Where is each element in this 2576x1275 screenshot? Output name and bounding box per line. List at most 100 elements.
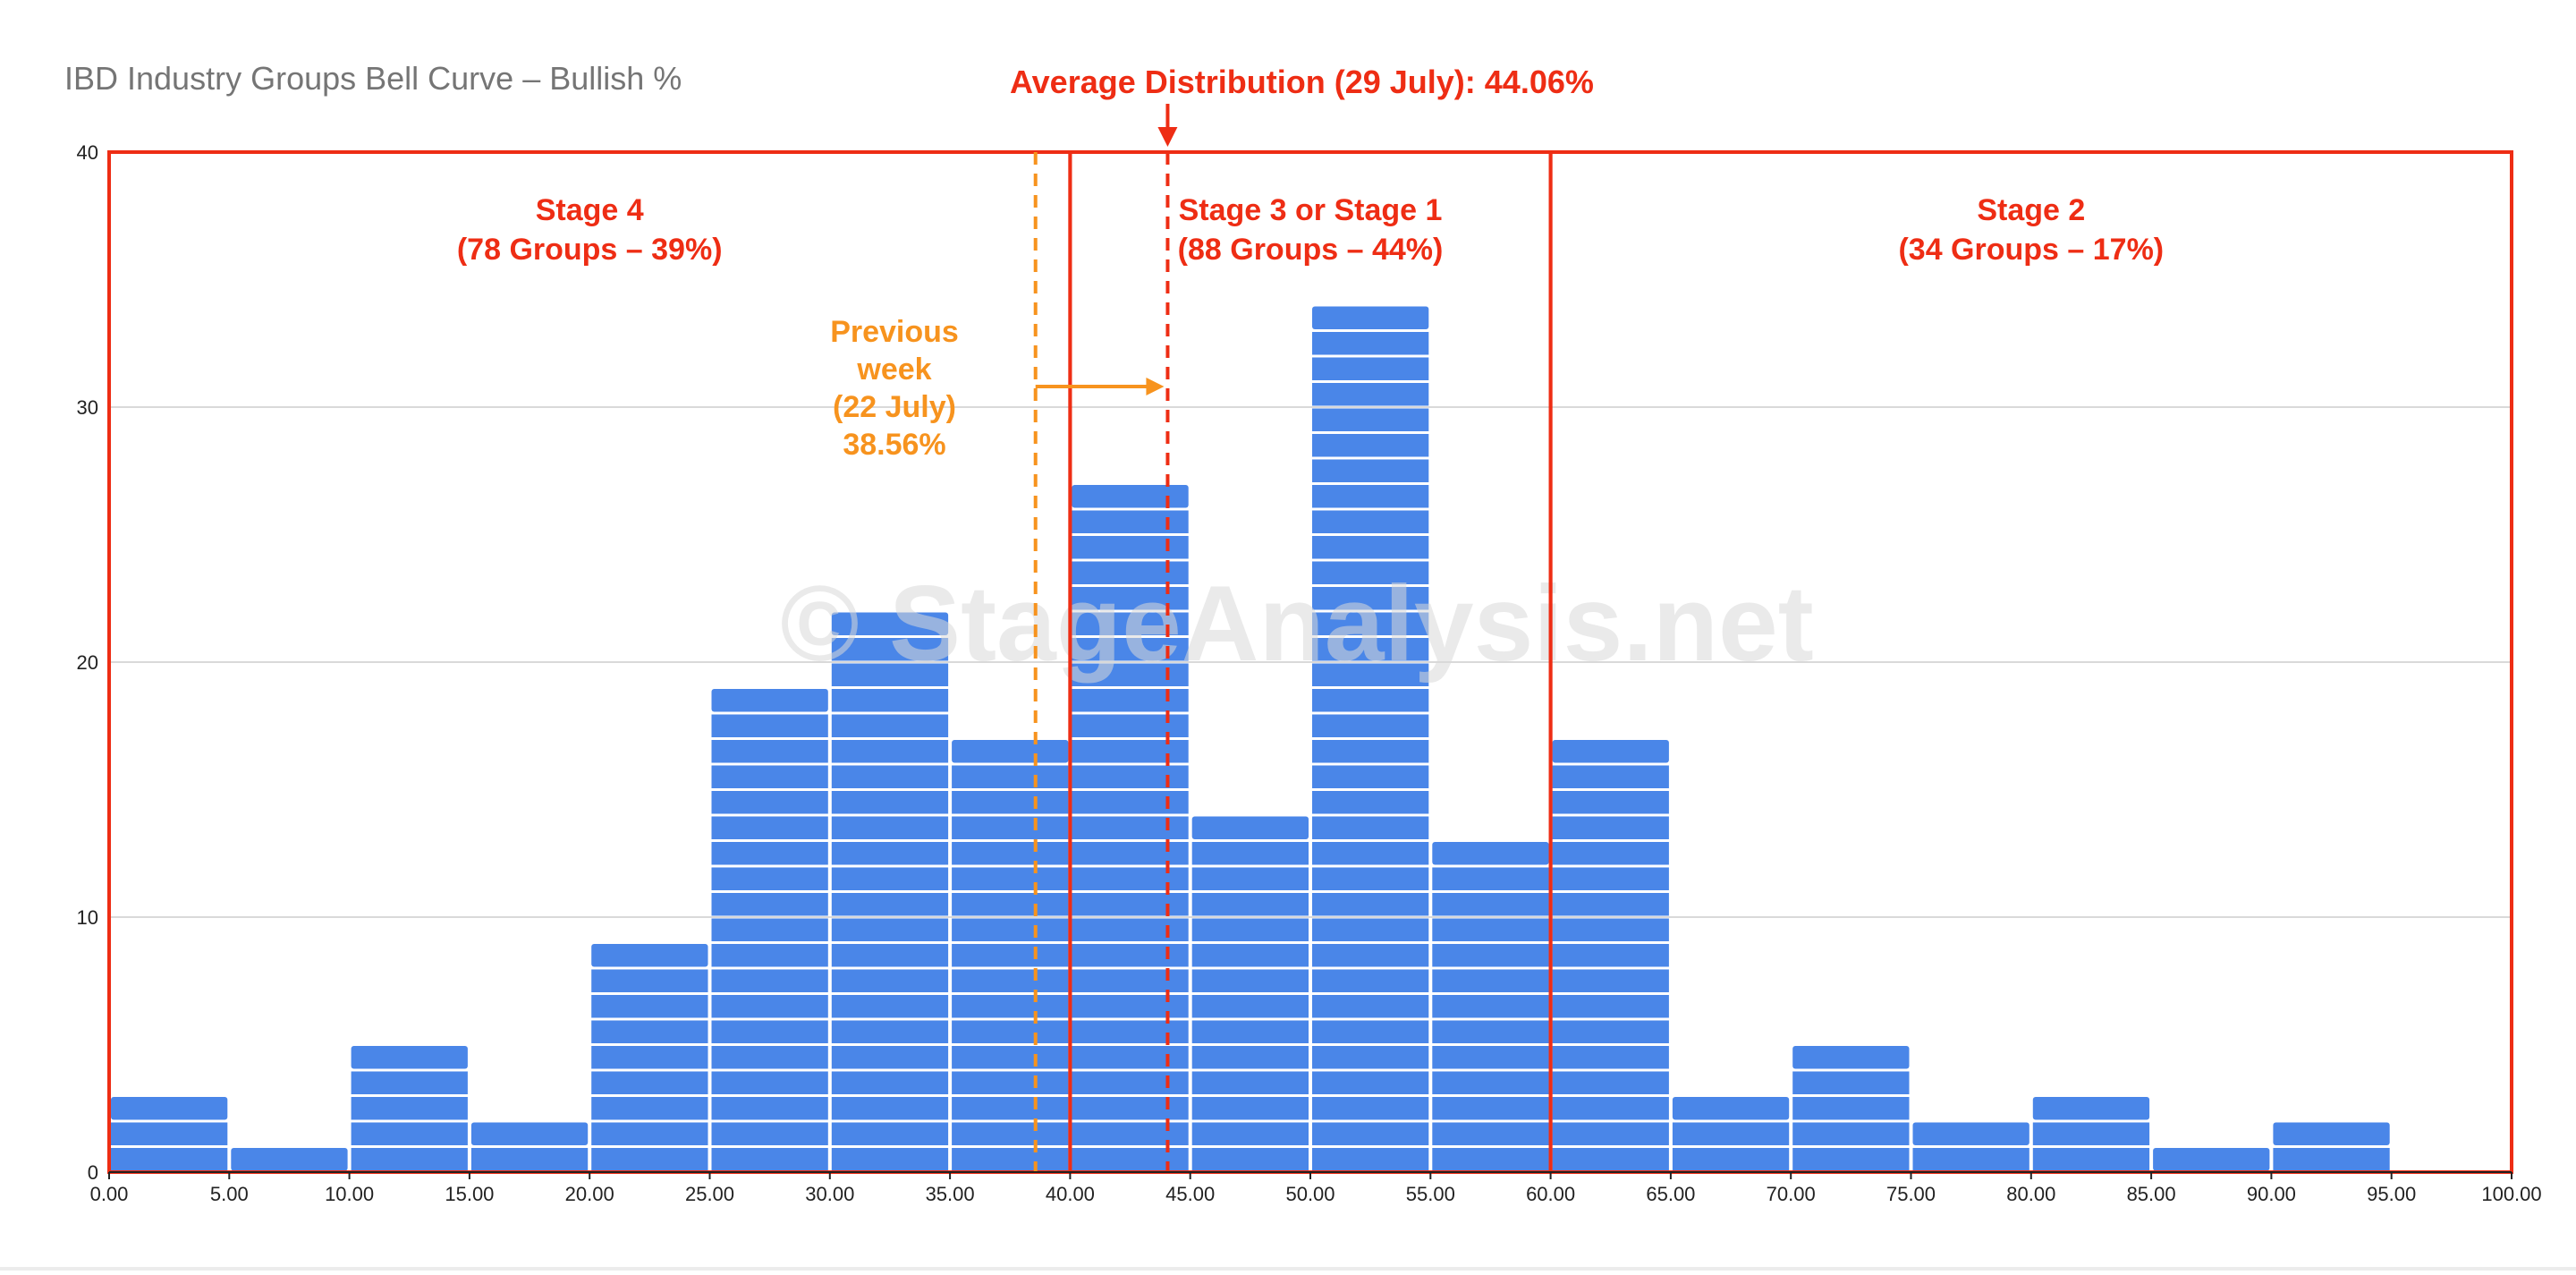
histogram-bar [1432, 842, 1549, 1171]
x-tick-label: 75.00 [1886, 1183, 1936, 1205]
zone-detail-label: (78 Groups – 39%) [457, 233, 723, 267]
zone-label: Stage 4 [536, 193, 644, 227]
bar-unit [351, 1097, 468, 1120]
bar-unit [1072, 1097, 1189, 1120]
bar-unit [1191, 995, 1309, 1018]
bar-unit [1552, 995, 1669, 1018]
zone-label: Stage 2 [1977, 193, 2085, 227]
bar-unit [711, 765, 828, 788]
bar-unit [2032, 1148, 2150, 1171]
bar-unit [1072, 1122, 1189, 1145]
average-arrow-head [1157, 127, 1178, 147]
bar-unit [1312, 561, 1429, 584]
bar-unit [1312, 408, 1429, 431]
bar-unit [831, 791, 949, 814]
bar-unit [1312, 638, 1429, 661]
bar-unit [952, 918, 1069, 941]
bar-unit [1191, 1122, 1309, 1145]
bar-unit [952, 995, 1069, 1018]
x-tick-label: 5.00 [210, 1183, 249, 1205]
bar-unit [711, 1148, 828, 1171]
histogram-bar [1912, 1122, 2029, 1171]
x-tick-label: 35.00 [926, 1183, 975, 1205]
bar-unit [1432, 1122, 1549, 1145]
bar-unit [1432, 995, 1549, 1018]
bar-unit [1312, 765, 1429, 788]
bar-unit [1552, 1071, 1669, 1094]
chart-title: IBD Industry Groups Bell Curve – Bullish… [64, 60, 682, 97]
bar-unit [952, 893, 1069, 916]
bar-unit [952, 1148, 1069, 1171]
previous-week-label: (22 July) [833, 390, 956, 424]
bar-unit [1432, 1071, 1549, 1094]
bar-unit [1912, 1148, 2029, 1171]
x-tick-label: 20.00 [565, 1183, 614, 1205]
bar-unit [952, 1122, 1069, 1145]
bar-unit [831, 867, 949, 890]
bar-unit [1072, 867, 1189, 890]
bar-unit [1072, 1071, 1189, 1094]
bar-unit [1312, 1122, 1429, 1145]
bar-unit [591, 1046, 708, 1069]
bar-unit [591, 1122, 708, 1145]
bar-unit [952, 791, 1069, 814]
bar-unit [711, 893, 828, 916]
histogram-bar [2273, 1122, 2390, 1171]
bar-unit [831, 918, 949, 941]
bar-unit [1552, 867, 1669, 890]
histogram-bar [831, 612, 949, 1171]
bar-unit [1552, 1046, 1669, 1069]
bar-unit [1312, 306, 1429, 329]
bar-unit [591, 1020, 708, 1043]
histogram-bar [2032, 1097, 2150, 1171]
bar-unit [1072, 842, 1189, 865]
bar-unit [1312, 383, 1429, 406]
bar-unit [1792, 1122, 1910, 1145]
bar-unit [1552, 765, 1669, 788]
bar-unit [831, 842, 949, 865]
bar-unit [952, 765, 1069, 788]
x-tick-label: 60.00 [1526, 1183, 1575, 1205]
bar-unit [1191, 969, 1309, 992]
bar-unit [1312, 1097, 1429, 1120]
bar-unit [351, 1122, 468, 1145]
histogram-bar [231, 1148, 348, 1171]
bar-unit [1432, 969, 1549, 992]
bar-unit [1552, 1122, 1669, 1145]
bar-unit [1552, 969, 1669, 992]
bar-unit [351, 1071, 468, 1094]
bar-unit [711, 918, 828, 941]
bar-unit [1432, 1148, 1549, 1171]
histogram-bar [1312, 306, 1429, 1171]
x-tick-label: 45.00 [1165, 1183, 1215, 1205]
bar-unit [1072, 765, 1189, 788]
bar-unit [2032, 1097, 2150, 1120]
bar-unit [711, 867, 828, 890]
bar-unit [1432, 1020, 1549, 1043]
bar-unit [470, 1148, 589, 1171]
bar-unit [591, 1071, 708, 1094]
bar-unit [2153, 1148, 2270, 1171]
y-tick-label: 40 [77, 141, 98, 164]
bar-unit [711, 995, 828, 1018]
bar-unit [591, 995, 708, 1018]
bar-unit [711, 842, 828, 865]
bar-unit [952, 867, 1069, 890]
x-tick-label: 10.00 [325, 1183, 374, 1205]
bar-unit [1792, 1148, 1910, 1171]
x-tick-label: 55.00 [1406, 1183, 1455, 1205]
bar-unit [952, 969, 1069, 992]
bar-unit [591, 944, 708, 967]
histogram-bar [1191, 816, 1309, 1171]
bar-unit [1072, 740, 1189, 763]
bar-unit [1191, 867, 1309, 890]
y-tick-label: 10 [77, 906, 98, 929]
bar-unit [831, 663, 949, 686]
zone-detail-label: (34 Groups – 17%) [1898, 233, 2164, 267]
bar-unit [1312, 689, 1429, 712]
bar-unit [1432, 1097, 1549, 1120]
bar-unit [952, 816, 1069, 839]
bar-unit [1191, 1148, 1309, 1171]
bar-unit [952, 740, 1069, 763]
